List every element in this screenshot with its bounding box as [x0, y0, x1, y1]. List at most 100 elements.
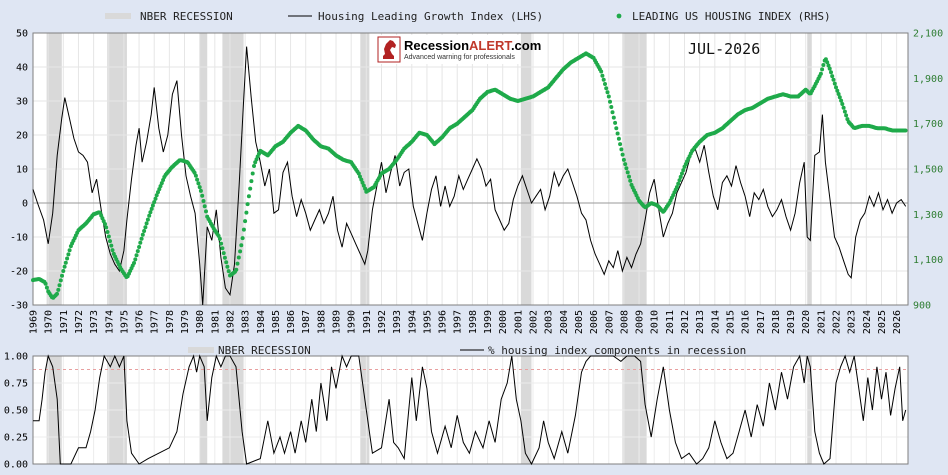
x-tick-1978: 1978: [165, 310, 176, 334]
x-tick-2015: 2015: [726, 310, 737, 334]
right-tick-2100: 2,100: [913, 29, 943, 40]
x-tick-1973: 1973: [89, 310, 100, 334]
bottom-tick-1.00: 1.00: [4, 352, 28, 363]
leading-dot-96: [152, 200, 157, 205]
x-tick-1998: 1998: [468, 310, 479, 334]
bottom-plot-border: [32, 355, 909, 465]
leading-dot-89: [143, 225, 148, 230]
x-tick-1969: 1969: [29, 310, 40, 334]
x-tick-1996: 1996: [438, 310, 449, 334]
left-tick-30: 30: [16, 97, 28, 108]
bottom-axis-ticks: 0.00 0.25 0.50 0.75 1.00: [4, 352, 28, 471]
leading-dot-454: [604, 86, 609, 91]
legend-growth-label: Housing Leading Growth Index (LHS): [318, 10, 543, 23]
logo-tagline: Advanced warning for professionals: [404, 54, 515, 61]
x-tick-2023: 2023: [847, 310, 858, 334]
leading-dot-473: [628, 178, 633, 183]
x-tick-1992: 1992: [377, 310, 388, 334]
leading-dot-60: [106, 234, 111, 239]
x-tick-1981: 1981: [210, 310, 221, 334]
leading-dot-635: [832, 81, 837, 86]
x-tick-1975: 1975: [119, 310, 130, 334]
bottom-tick-0.50: 0.50: [4, 406, 28, 417]
right-tick-1500: 1,500: [913, 165, 943, 176]
leading-dot-636: [834, 85, 838, 90]
leading-dot-83: [135, 249, 140, 254]
leading-dot-20: [56, 287, 61, 292]
leading-dot-641: [840, 102, 845, 106]
leading-dot-465: [618, 142, 623, 147]
leading-dot-166: [240, 236, 245, 241]
leading-dot-260: [359, 177, 364, 182]
leading-dot-169: [244, 210, 249, 215]
top-legend: NBER RECESSION Housing Leading Growth In…: [105, 10, 831, 23]
leading-dot-638: [836, 92, 841, 96]
leading-dot-168: [243, 219, 248, 224]
leading-dot-90: [144, 221, 149, 226]
x-tick-1982: 1982: [226, 310, 237, 334]
leading-dot-91: [145, 217, 150, 222]
x-tick-2026: 2026: [892, 310, 903, 334]
leading-dot-640: [839, 98, 844, 103]
leading-dot-258: [356, 171, 361, 176]
recessionalert-logo: RecessionALERT.com Advanced warning for …: [375, 35, 541, 64]
bottom-legend-recession-label: NBER RECESSION: [218, 344, 311, 357]
legend-leading-swatch: [616, 13, 622, 19]
bottom-tick-0.75: 0.75: [4, 379, 28, 390]
leading-dot-513: [678, 174, 683, 179]
leading-dot-626: [821, 63, 826, 67]
leading-dot-92: [147, 213, 152, 218]
leading-dot-93: [148, 210, 153, 215]
right-tick-1300: 1,300: [913, 210, 943, 221]
leading-dot-624: [818, 71, 823, 76]
x-tick-2013: 2013: [695, 310, 706, 334]
legend-recession-label: NBER RECESSION: [140, 10, 233, 23]
bottom-tick-0.25: 0.25: [4, 433, 28, 444]
leading-dot-152: [222, 255, 227, 260]
leading-dot-130: [195, 177, 200, 182]
x-tick-1985: 1985: [271, 310, 282, 334]
x-tick-1972: 1972: [74, 310, 85, 334]
x-tick-1979: 1979: [180, 310, 191, 334]
left-tick-20: 20: [16, 131, 28, 142]
x-tick-2001: 2001: [513, 310, 524, 334]
left-tick-0: 0: [22, 199, 28, 210]
leading-dot-467: [620, 152, 625, 157]
right-axis-ticks: 900 1,100 1,300 1,500 1,700 1,900 2,100: [913, 29, 943, 312]
leading-dot-639: [837, 95, 842, 100]
leading-dot-29: [67, 248, 72, 253]
x-tick-2011: 2011: [665, 310, 676, 334]
leading-dot-163: [236, 255, 241, 260]
leading-index-dots: [31, 51, 908, 300]
leading-dot-175: [252, 164, 256, 168]
leading-dot-174: [250, 171, 255, 176]
x-tick-1971: 1971: [59, 310, 70, 334]
leading-dot-25: [62, 264, 67, 269]
logo-name: RecessionALERT.com: [404, 38, 541, 53]
leading-dot-128: [192, 170, 197, 175]
x-tick-1999: 1999: [483, 310, 494, 334]
leading-dot-24: [61, 269, 66, 273]
leading-dot-463: [615, 131, 620, 136]
leading-dot-95: [150, 203, 155, 208]
leading-dot-691: [903, 128, 908, 133]
leading-dot-633: [830, 74, 835, 79]
leading-dot-458: [609, 105, 614, 109]
leading-dot-171: [246, 194, 251, 199]
x-tick-1984: 1984: [256, 310, 267, 334]
right-tick-900: 900: [913, 301, 931, 312]
logo-name-part2: ALERT: [469, 38, 512, 53]
legend-leading-label: LEADING US HOUSING INDEX (RHS): [632, 10, 831, 23]
leading-dot-154: [225, 264, 230, 269]
leading-dot-451: [600, 73, 605, 78]
leading-dot-97: [153, 196, 158, 201]
x-tick-1995: 1995: [422, 310, 433, 334]
x-tick-1997: 1997: [453, 310, 464, 334]
leading-dot-637: [835, 88, 840, 93]
leading-dot-629: [825, 60, 830, 65]
chess-knight-icon: [377, 36, 401, 63]
leading-dot-172: [248, 186, 253, 191]
bottom-chart: 0.00 0.25 0.50 0.75 1.00 NBER RECESSION % ho…: [4, 344, 909, 471]
x-tick-2018: 2018: [771, 310, 782, 334]
